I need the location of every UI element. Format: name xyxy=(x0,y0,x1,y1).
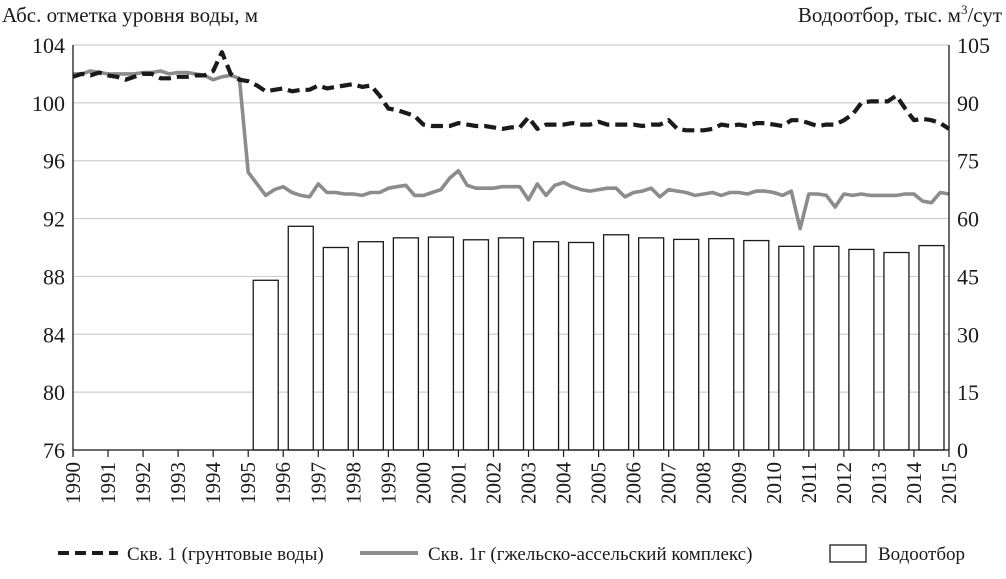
bar-vodootbor xyxy=(813,245,840,451)
x-tick-label: 2011 xyxy=(797,462,821,503)
x-tick-label: 2014 xyxy=(902,462,926,505)
bar-vodootbor xyxy=(567,241,595,451)
y-axis-left-title: Абс. отметка уровня воды, м xyxy=(2,3,258,27)
bar-vodootbor xyxy=(883,251,910,451)
x-tick-label: 1999 xyxy=(376,462,400,504)
y-left-tick-label: 80 xyxy=(43,380,65,405)
y-left-tick-label: 92 xyxy=(43,207,65,232)
legend-swatch-series-3 xyxy=(829,544,867,563)
bar-vodootbor xyxy=(778,245,805,451)
y-left-tick-label: 84 xyxy=(43,322,65,347)
x-tick-label: 2000 xyxy=(411,462,435,504)
line-series-skv1g xyxy=(73,69,950,231)
x-tick-label: 1991 xyxy=(96,462,120,504)
x-tick-label: 2008 xyxy=(692,462,716,504)
y-right-tick-label: 45 xyxy=(957,264,979,289)
y-right-tick-label: 30 xyxy=(957,322,979,347)
legend-label-series-3: Водоотбор xyxy=(878,544,965,565)
y-right-tick-label: 105 xyxy=(957,33,990,58)
y-right-tick-label: 0 xyxy=(957,438,968,463)
line-series-group xyxy=(72,50,951,231)
x-tick-label: 1990 xyxy=(61,462,85,504)
y-axis-right-title-suffix: /сут xyxy=(967,3,1002,27)
bar-vodootbor xyxy=(357,241,384,451)
x-tick-label: 2015 xyxy=(937,462,961,504)
bar-vodootbor xyxy=(743,239,770,451)
bar-vodootbor xyxy=(918,244,945,451)
y-axis-right-title-sup: 3 xyxy=(961,2,968,17)
line-series-skv1 xyxy=(72,50,951,133)
bar-vodootbor xyxy=(848,248,875,451)
y-left-tick-label: 96 xyxy=(43,149,65,174)
bar-vodootbor xyxy=(673,238,700,451)
x-tick-label: 1995 xyxy=(236,462,260,504)
bar-vodootbor xyxy=(392,237,420,451)
bar-vodootbor xyxy=(287,225,314,451)
legend: Скв. 1 (грунтовые воды) Скв. 1г (гжельск… xyxy=(58,544,965,565)
y-right-tick-label: 15 xyxy=(957,380,979,405)
x-tick-label: 2009 xyxy=(727,462,751,504)
x-tick-label: 2001 xyxy=(446,462,470,504)
bar-vodootbor xyxy=(322,246,349,451)
x-tick-label: 1997 xyxy=(306,462,330,504)
bar-vodootbor xyxy=(708,237,735,451)
y-axis-left-ticks: 104 100 96 92 88 84 80 76 xyxy=(32,33,65,463)
bar-vodootbor xyxy=(532,241,560,451)
y-left-tick-label: 76 xyxy=(43,438,65,463)
bar-vodootbor xyxy=(602,234,630,451)
y-axis-right-title-prefix: Водоотбор, тыс. м xyxy=(798,3,961,27)
bar-vodootbor xyxy=(427,236,455,451)
x-tick-label: 1993 xyxy=(166,462,190,504)
bar-vodootbor xyxy=(497,237,525,451)
x-tick-label: 2006 xyxy=(622,462,646,504)
x-tick-label: 2012 xyxy=(832,462,856,504)
legend-label-series-2: Скв. 1г (гжельско-ассельский комплекс) xyxy=(428,544,752,565)
x-tick-label: 2004 xyxy=(552,462,576,505)
x-tick-label: 1994 xyxy=(201,462,225,505)
x-tick-label: 2002 xyxy=(481,462,505,504)
bar-vodootbor xyxy=(462,239,490,451)
x-tick-label: 2003 xyxy=(517,462,541,504)
bar-series-group xyxy=(252,225,945,451)
y-left-tick-label: 100 xyxy=(32,91,65,116)
bar-vodootbor xyxy=(638,237,665,451)
y-axis-right-ticks: 105 90 75 60 45 30 15 0 xyxy=(957,33,990,463)
y-right-tick-label: 75 xyxy=(957,149,979,174)
x-tick-label: 2010 xyxy=(762,462,786,504)
y-left-tick-label: 104 xyxy=(32,33,65,58)
y-left-tick-label: 88 xyxy=(43,264,65,289)
x-axis-ticks: 1990 1991 1992 1993 1994 1995 1996 1997 1998 1999… xyxy=(61,450,961,504)
x-tick-label: 2013 xyxy=(867,462,891,504)
y-axis-right-title: Водоотбор, тыс. м3/сут xyxy=(798,2,1002,27)
axes xyxy=(72,45,950,451)
x-tick-label: 1998 xyxy=(341,462,365,504)
x-tick-label: 1992 xyxy=(131,462,155,504)
bar-vodootbor xyxy=(252,279,279,451)
x-tick-label: 2005 xyxy=(587,462,611,504)
y-right-tick-label: 60 xyxy=(957,207,979,232)
x-tick-label: 2007 xyxy=(657,462,681,504)
legend-label-series-1: Скв. 1 (грунтовые воды) xyxy=(127,544,324,565)
y-right-tick-label: 90 xyxy=(957,91,979,116)
x-tick-label: 1996 xyxy=(271,462,295,504)
